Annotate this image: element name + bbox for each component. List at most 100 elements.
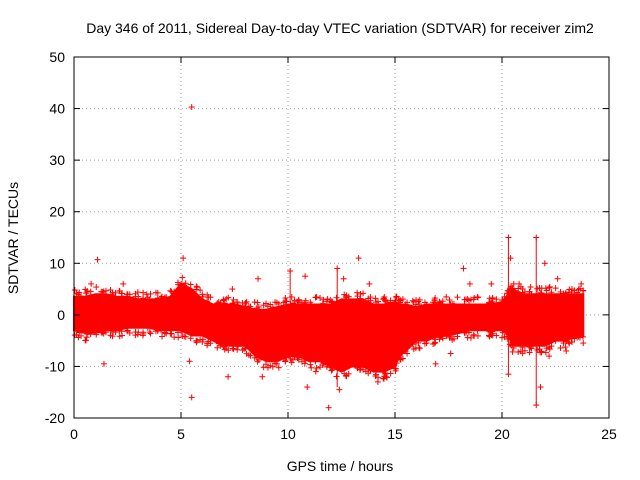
edge-marker xyxy=(135,293,142,300)
edge-marker xyxy=(450,335,457,342)
data-point xyxy=(460,265,467,272)
edge-marker xyxy=(116,333,123,340)
data-point xyxy=(546,353,553,360)
edge-marker xyxy=(307,361,314,368)
edge-marker xyxy=(83,290,90,297)
edge-marker xyxy=(521,347,528,354)
data-point xyxy=(304,384,311,391)
edge-marker xyxy=(126,330,133,337)
edge-marker xyxy=(372,373,379,380)
edge-marker xyxy=(87,288,94,295)
edge-marker xyxy=(510,344,517,351)
data-point xyxy=(312,368,319,375)
edge-marker xyxy=(251,299,258,306)
edge-marker xyxy=(71,332,78,339)
edge-marker xyxy=(171,288,178,295)
edge-marker xyxy=(546,283,553,290)
edge-marker xyxy=(548,343,555,350)
edge-marker xyxy=(367,294,374,301)
edge-marker xyxy=(437,300,444,307)
edge-marker xyxy=(526,349,533,356)
edge-marker xyxy=(423,340,430,347)
edge-marker xyxy=(519,344,526,351)
edge-marker xyxy=(204,298,211,305)
edge-marker xyxy=(93,331,100,338)
edge-marker xyxy=(282,295,289,302)
data-point xyxy=(340,275,347,282)
y-tick-label: 0 xyxy=(57,307,65,323)
edge-marker xyxy=(282,357,289,364)
edge-marker xyxy=(546,346,553,353)
data-point xyxy=(383,373,390,380)
edge-marker xyxy=(450,300,457,307)
edge-marker xyxy=(404,350,411,357)
edge-marker xyxy=(225,347,232,354)
edge-marker xyxy=(324,296,331,303)
data-layer xyxy=(71,104,587,411)
edge-marker xyxy=(341,370,348,377)
data-point xyxy=(229,286,236,293)
data-point xyxy=(432,360,439,367)
edge-marker xyxy=(179,333,186,340)
edge-marker xyxy=(167,330,174,337)
edge-marker xyxy=(199,293,206,300)
edge-marker xyxy=(392,365,399,372)
edge-marker xyxy=(254,358,261,365)
edge-marker xyxy=(329,298,336,305)
edge-marker xyxy=(158,327,165,334)
x-tick-label: 25 xyxy=(601,426,617,442)
edge-marker xyxy=(229,300,236,307)
edge-marker xyxy=(215,299,222,306)
edge-marker xyxy=(100,330,107,337)
edge-marker xyxy=(565,289,572,296)
edge-marker xyxy=(393,360,400,367)
edge-marker xyxy=(154,289,161,296)
edge-marker xyxy=(552,285,559,292)
edge-marker xyxy=(493,296,500,303)
edge-marker xyxy=(187,335,194,342)
data-point xyxy=(374,378,381,385)
edge-marker xyxy=(489,330,496,337)
edge-marker xyxy=(116,327,123,334)
edge-marker xyxy=(543,345,550,352)
chart-title: Day 346 of 2011, Sidereal Day-to-day VTE… xyxy=(86,20,594,36)
edge-marker xyxy=(171,334,178,341)
edge-marker xyxy=(159,333,166,340)
edge-marker xyxy=(521,288,528,295)
edge-marker xyxy=(399,355,406,362)
edge-marker xyxy=(396,352,403,359)
edge-marker xyxy=(409,297,416,304)
data-point xyxy=(366,280,373,287)
edge-marker xyxy=(382,369,389,376)
edge-marker xyxy=(154,328,161,335)
edge-marker xyxy=(132,332,139,339)
edge-marker xyxy=(179,274,186,281)
edge-marker xyxy=(580,287,587,294)
edge-marker xyxy=(372,295,379,302)
data-point xyxy=(516,280,523,287)
plot-frame xyxy=(73,56,610,419)
edge-marker xyxy=(499,334,506,341)
edge-marker xyxy=(474,293,481,300)
edge-marker xyxy=(193,337,200,344)
data-point xyxy=(186,358,193,365)
edge-marker xyxy=(182,333,189,340)
edge-marker xyxy=(437,333,444,340)
x-tick-label: 15 xyxy=(387,426,403,442)
edge-marker xyxy=(187,281,194,288)
edge-marker xyxy=(416,301,423,308)
edge-marker xyxy=(82,286,89,293)
data-point xyxy=(355,255,362,262)
data-point xyxy=(94,256,101,263)
data-point xyxy=(325,404,332,411)
edge-marker xyxy=(221,300,228,307)
edge-marker xyxy=(83,334,90,341)
edge-marker xyxy=(317,294,324,301)
edge-marker xyxy=(247,352,254,359)
data-point xyxy=(537,384,544,391)
edge-marker xyxy=(107,332,114,339)
edge-marker xyxy=(144,324,151,331)
edge-marker xyxy=(341,291,348,298)
data-point xyxy=(143,291,150,298)
edge-marker xyxy=(333,373,340,380)
